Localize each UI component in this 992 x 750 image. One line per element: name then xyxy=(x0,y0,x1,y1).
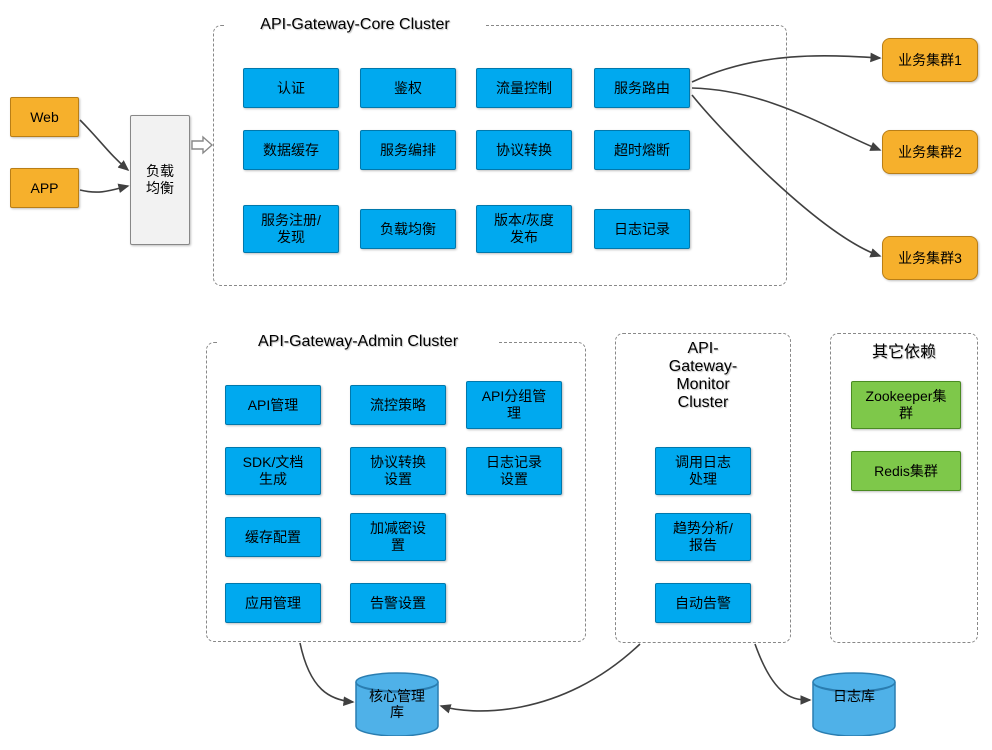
node-routing: 服务路由 xyxy=(594,68,690,108)
node-loghandle: 调用日志 处理 xyxy=(655,447,751,495)
node-cachecfg: 缓存配置 xyxy=(225,517,321,557)
node-cache: 数据缓存 xyxy=(243,130,339,170)
node-sdkdoc: SDK/文档 生成 xyxy=(225,447,321,495)
node-orch: 服务编排 xyxy=(360,130,456,170)
node-trend: 趋势分析/ 报告 xyxy=(655,513,751,561)
database-coredb: 核心管理 库 xyxy=(355,672,439,736)
cluster-title-deps: 其它依赖 xyxy=(834,338,974,362)
node-biz1: 业务集群1 xyxy=(882,38,978,82)
node-flowpol: 流控策略 xyxy=(350,385,446,425)
node-biz3: 业务集群3 xyxy=(882,236,978,280)
edge-lb-core xyxy=(192,137,212,153)
node-logrec: 日志记录 xyxy=(594,209,690,249)
cluster-title-monitor: API- Gateway- Monitor Cluster xyxy=(620,340,786,412)
node-app: APP xyxy=(10,168,79,208)
node-redis: Redis集群 xyxy=(851,451,961,491)
database-label-logdb: 日志库 xyxy=(812,688,896,704)
node-protocfg: 协议转换 设置 xyxy=(350,447,446,495)
node-autoalarm: 自动告警 xyxy=(655,583,751,623)
database-label-coredb: 核心管理 库 xyxy=(355,688,439,720)
node-circuit: 超时熔断 xyxy=(594,130,690,170)
node-alarmset: 告警设置 xyxy=(350,583,446,623)
node-logcfg: 日志记录 设置 xyxy=(466,447,562,495)
cluster-title-admin: API-Gateway-Admin Cluster xyxy=(218,333,498,351)
database-logdb: 日志库 xyxy=(812,672,896,736)
edge-monitor-coredb xyxy=(441,644,640,711)
node-auth: 认证 xyxy=(243,68,339,108)
node-proto: 协议转换 xyxy=(476,130,572,170)
edge-monitor-logdb xyxy=(755,644,810,700)
cluster-title-core: API-Gateway-Core Cluster xyxy=(225,16,485,34)
node-lb: 负载 均衡 xyxy=(130,115,190,245)
node-web: Web xyxy=(10,97,79,137)
edge-web-lb xyxy=(80,120,128,170)
node-zk: Zookeeper集 群 xyxy=(851,381,961,429)
node-enccfg: 加减密设 置 xyxy=(350,513,446,561)
edge-admin-coredb xyxy=(300,643,353,702)
node-vergray: 版本/灰度 发布 xyxy=(476,205,572,253)
node-appmgmt: 应用管理 xyxy=(225,583,321,623)
edge-app-lb xyxy=(80,186,128,192)
node-apimgmt: API管理 xyxy=(225,385,321,425)
node-discover: 服务注册/ 发现 xyxy=(243,205,339,253)
node-lb2: 负载均衡 xyxy=(360,209,456,249)
node-biz2: 业务集群2 xyxy=(882,130,978,174)
node-apigroup: API分组管 理 xyxy=(466,381,562,429)
node-ratelim: 流量控制 xyxy=(476,68,572,108)
node-authz: 鉴权 xyxy=(360,68,456,108)
